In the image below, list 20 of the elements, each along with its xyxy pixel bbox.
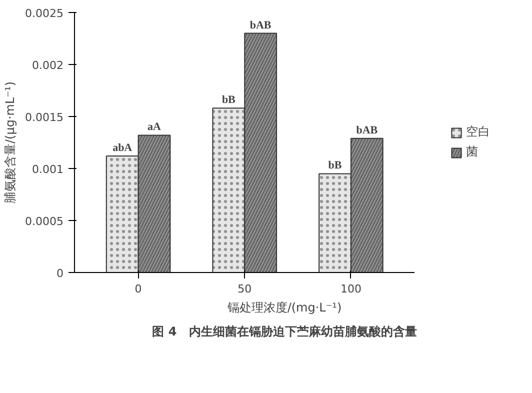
y-axis-title: 脯氨酸含量/(μg·mL⁻¹) [3, 81, 18, 204]
y-tick-label: 0.001 [32, 163, 64, 176]
x-axis-title: 镉处理浓度/(mg·L⁻¹) [226, 300, 342, 314]
y-tick-label: 0.0025 [25, 7, 64, 20]
data-label: bB [328, 160, 342, 172]
data-label: bB [222, 94, 236, 106]
y-tick-label: 0.002 [32, 59, 64, 72]
x-tick-label: 100 [340, 282, 362, 296]
y-tick-label: 0.0015 [25, 111, 64, 124]
legend-label: 菌 [466, 144, 479, 160]
x-tick-label: 50 [238, 282, 252, 296]
data-label: aA [148, 121, 162, 134]
data-label: abA [112, 142, 132, 154]
legend-label: 空白 [466, 124, 490, 140]
data-label: bAB [356, 124, 378, 136]
text: 图 4 内生细菌在镉胁迫下苎麻幼苗脯氨酸的含量 [152, 324, 417, 338]
y-tick-label: 0.0005 [25, 215, 64, 228]
data-label: bAB [250, 19, 272, 32]
y-tick-label: 0 [56, 267, 64, 280]
x-tick-label: 0 [134, 282, 142, 296]
